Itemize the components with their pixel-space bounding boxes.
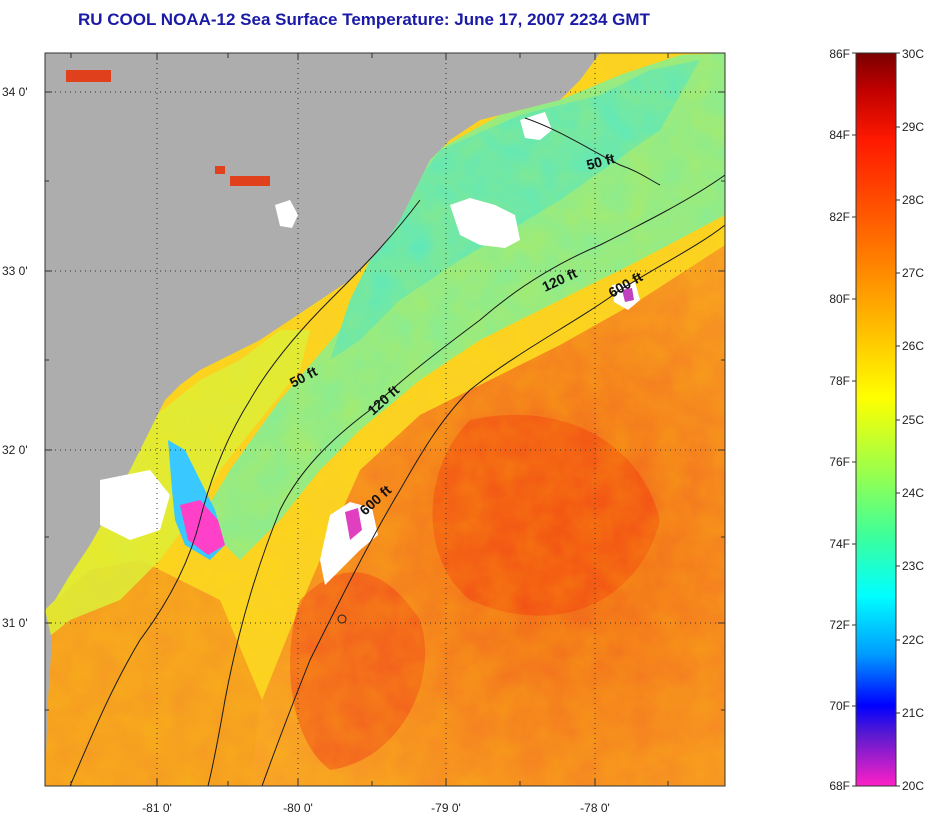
axis-ticks: [45, 53, 725, 786]
isobath-contours: [69, 117, 725, 786]
isobath-50ft: [524, 117, 661, 186]
lon-label-81: -81 0': [142, 801, 172, 815]
map-canvas[interactable]: 50 ft 120 ft 600 ft 50 ft 120 ft 600 ft: [45, 53, 725, 786]
cold-core-patch: [180, 500, 225, 555]
cb-f-86: 86F: [829, 47, 850, 61]
cb-f-70: 70F: [829, 699, 850, 713]
cb-f-80: 80F: [829, 292, 850, 306]
cb-c-23: 23C: [902, 559, 924, 573]
colorbar: 86F 84F 82F 80F 78F 76F 74F 72F 70F 68F …: [829, 47, 924, 793]
cb-c-22: 22C: [902, 633, 924, 647]
cold-patch-offshore: [345, 508, 362, 540]
lat-label-32: 32 0': [2, 443, 28, 457]
cb-c-29: 29C: [902, 120, 924, 134]
cb-c-26: 26C: [902, 339, 924, 353]
land-mass: [45, 53, 600, 610]
cb-c-27: 27C: [902, 266, 924, 280]
isobath-label-50ft-north: 50 ft: [585, 150, 617, 173]
cb-c-28: 28C: [902, 193, 924, 207]
lon-label-80: -80 0': [283, 801, 313, 815]
cb-f-84: 84F: [829, 128, 850, 142]
cb-f-76: 76F: [829, 455, 850, 469]
cb-f-68: 68F: [829, 779, 850, 793]
cb-f-72: 72F: [829, 618, 850, 632]
cb-c-24: 24C: [902, 486, 924, 500]
page-title: RU COOL NOAA-12 Sea Surface Temperature:…: [78, 10, 650, 29]
inland-features: [66, 70, 270, 186]
cb-f-78: 78F: [829, 374, 850, 388]
isobath-600ft: [261, 224, 725, 786]
map-frame: [44, 52, 726, 787]
isobath-120ft: [207, 174, 725, 786]
cb-f-74: 74F: [829, 537, 850, 551]
lon-label-79: -79 0': [431, 801, 461, 815]
lat-label-33: 33 0': [2, 264, 28, 278]
station-marker[interactable]: [337, 614, 347, 624]
lon-label-78: -78 0': [580, 801, 610, 815]
cb-c-30: 30C: [902, 47, 924, 61]
cold-patch-ne: [622, 288, 634, 302]
lat-label-34: 34 0': [2, 85, 28, 99]
cb-c-25: 25C: [902, 413, 924, 427]
colorbar-ticks: [852, 52, 900, 787]
lat-label-31: 31 0': [2, 616, 28, 630]
isobath-50ft-south: [69, 199, 421, 786]
graticule: [45, 53, 725, 786]
land-south-strip: [45, 610, 52, 786]
cb-f-82: 82F: [829, 210, 850, 224]
cb-c-20: 20C: [902, 779, 924, 793]
colorbar-gradient: [855, 52, 897, 787]
cb-c-21: 21C: [902, 706, 924, 720]
